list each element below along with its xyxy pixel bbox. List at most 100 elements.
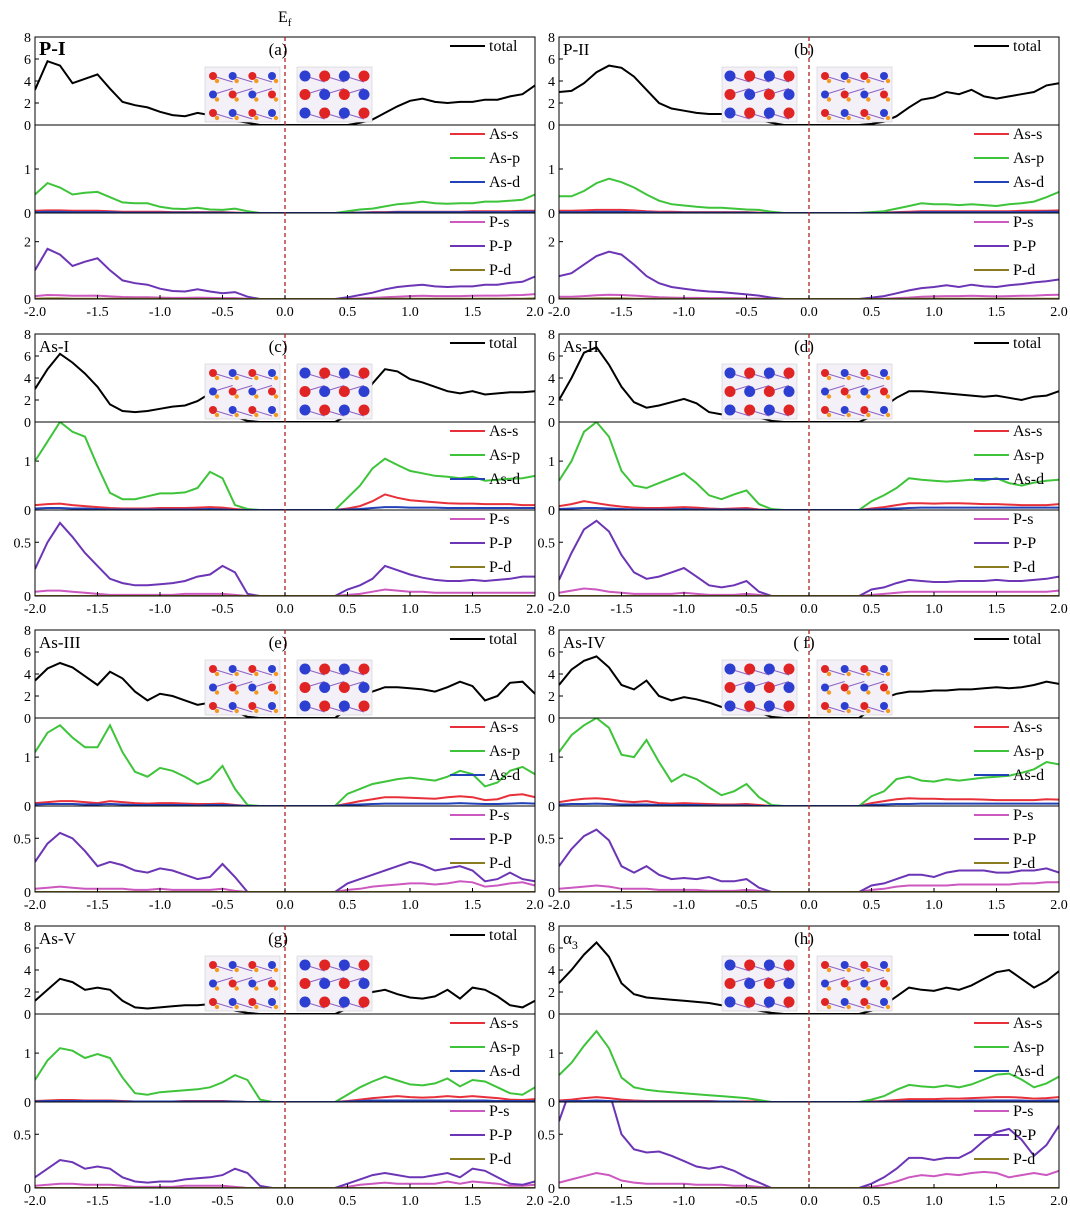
charge-lobe-blue (880, 702, 888, 710)
charge-lobe-orange (826, 967, 832, 973)
legend-label: As-p (489, 447, 520, 464)
charge-lobe-blue (319, 682, 331, 693)
structure-inset (721, 66, 798, 123)
dos-panel: 0 2 4 6 8 total 0 1 As-s As-p As-d 0 0.5 P-s P-P P-d -2.… (14, 920, 544, 1209)
charge-lobe-blue (338, 663, 350, 675)
y-tick-label: 6 (24, 942, 31, 957)
y-tick-label: 0.5 (14, 832, 32, 847)
charge-lobe-blue (840, 702, 849, 710)
charge-lobe-red (268, 387, 276, 396)
charge-lobe-red (744, 663, 756, 675)
charge-lobe-red (860, 665, 869, 673)
charge-lobe-red (319, 996, 331, 1008)
charge-lobe-red (860, 72, 869, 80)
charge-lobe-blue (248, 683, 257, 692)
charge-lobe-red (319, 663, 331, 675)
charge-lobe-blue (840, 406, 849, 414)
series-line-as-d (35, 1099, 535, 1102)
legend-label: As-p (1013, 150, 1044, 167)
series-line-as-s (559, 797, 1059, 806)
charge-lobe-red (268, 683, 276, 692)
y-tick-label: 4 (548, 668, 555, 683)
charge-lobe-blue (783, 386, 795, 397)
x-tick-label: -1.0 (673, 305, 695, 320)
legend-label: P-d (489, 559, 511, 576)
legend-label: As-d (489, 174, 520, 191)
charge-lobe-red (840, 387, 849, 396)
x-tick-label: 0.0 (276, 602, 294, 617)
legend-label: As-p (489, 150, 520, 167)
charge-lobe-orange (846, 967, 851, 973)
as-pdos-subplot: 0 1 As-s As-p As-d (548, 718, 1059, 815)
charge-lobe-orange (214, 1004, 220, 1010)
series-line-total (559, 345, 1059, 422)
p-pdos-subplot: 0 0.5 P-s P-P P-d (538, 511, 1059, 605)
charge-lobe-orange (826, 690, 832, 695)
system-label: As-II (563, 337, 599, 356)
charge-lobe-red (358, 367, 370, 379)
charge-lobe-orange (846, 394, 851, 399)
structure-inset (721, 955, 798, 1012)
charge-lobe-blue (880, 406, 888, 414)
charge-lobe-orange (846, 78, 851, 84)
x-tick-label: -2.0 (548, 602, 570, 617)
legend-label: P-d (1013, 855, 1035, 872)
charge-lobe-red (338, 978, 350, 989)
p-pdos-subplot: 0 2 P-s P-P P-d (24, 214, 535, 308)
charge-lobe-red (299, 386, 311, 397)
charge-lobe-blue (209, 90, 217, 99)
charge-lobe-orange (214, 375, 220, 381)
structure-inset-bg (204, 659, 281, 716)
system-label: As-V (39, 929, 77, 948)
charge-lobe-blue (358, 89, 370, 100)
charge-lobe-orange (846, 690, 851, 695)
series-line-as-d (559, 802, 1059, 806)
x-tick-label: 1.5 (988, 305, 1006, 320)
x-tick-label: 0.5 (863, 305, 881, 320)
y-tick-label: 0 (548, 886, 555, 901)
charge-lobe-red (783, 404, 795, 416)
charge-lobe-blue (268, 109, 276, 117)
y-tick-label: 8 (24, 31, 31, 46)
y-tick-label: 4 (548, 964, 555, 979)
charge-lobe-red (860, 369, 869, 377)
charge-lobe-red (763, 682, 775, 693)
charge-lobe-orange (214, 115, 220, 121)
charge-lobe-red (821, 369, 829, 377)
charge-lobe-red (840, 979, 849, 988)
y-tick-label: 0 (24, 1096, 31, 1111)
charge-lobe-blue (860, 387, 869, 396)
charge-lobe-blue (319, 978, 331, 989)
x-tick-label: 0.5 (339, 1194, 357, 1209)
charge-lobe-red (860, 961, 869, 969)
charge-lobe-blue (228, 406, 237, 414)
x-tick-label: 0.5 (339, 602, 357, 617)
charge-lobe-blue (763, 700, 775, 712)
charge-lobe-blue (724, 107, 736, 119)
x-tick-label: 0.0 (276, 1194, 294, 1209)
charge-lobe-blue (338, 107, 350, 119)
legend-label: P-P (489, 831, 512, 848)
as-pdos-subplot: 0 1 As-s As-p As-d (24, 126, 535, 222)
x-tick-label: -0.5 (735, 1194, 757, 1209)
x-tick-label: 2.0 (526, 1194, 544, 1209)
charge-lobe-red (744, 70, 756, 82)
y-tick-label: 6 (24, 53, 31, 68)
charge-lobe-blue (880, 369, 888, 377)
charge-lobe-orange (273, 690, 279, 695)
dos-panel: 0 2 4 6 8 total 0 1 As-s As-p As-d 0 2 P-s P-P P-d -2.0 -… (548, 31, 1068, 320)
legend-label: As-d (489, 767, 520, 784)
legend-label: As-d (1013, 174, 1044, 191)
charge-lobe-orange (234, 78, 239, 84)
y-tick-label: 8 (548, 920, 555, 935)
panel-grid: 0 2 4 6 8 total 0 1 As-s As-p As-d 0 2 P-s P-P P-d -2.0 -… (14, 31, 1068, 1209)
charge-lobe-red (209, 961, 217, 969)
charge-lobe-orange (214, 671, 220, 677)
charge-lobe-orange (885, 671, 891, 677)
dos-panel: 0 2 4 6 8 total 0 1 As-s As-p As-d 0 0.5 P-s P-P P-d -2.… (538, 624, 1068, 913)
y-tick-label: 4 (24, 372, 31, 387)
series-line-as-p (559, 1029, 1059, 1102)
charge-lobe-red (860, 998, 869, 1006)
series-line-p-s (559, 293, 1059, 299)
legend-label: P-d (1013, 559, 1035, 576)
